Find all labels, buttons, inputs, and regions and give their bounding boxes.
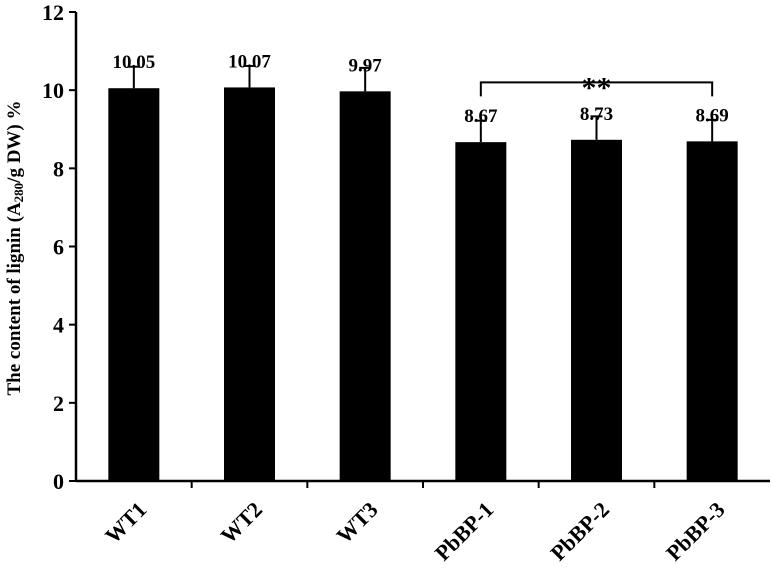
bar-pbbp-3	[686, 141, 738, 481]
x-tick-label: WT1	[100, 497, 151, 548]
significance-bracket	[479, 81, 714, 97]
bar-pbbp-1	[455, 142, 507, 481]
bar-wt1	[108, 88, 160, 482]
data-label: 8.67	[464, 106, 498, 127]
x-tick-label: WT2	[216, 497, 267, 548]
x-tick-label: WT3	[331, 497, 382, 548]
y-axis-label-prefix: The content of lignin (A	[4, 202, 25, 395]
y-axis-label-subscript: 280	[11, 183, 26, 203]
data-label: 10.05	[112, 52, 155, 73]
bar-wt2	[224, 87, 275, 481]
svg-text:The content of lignin (A280/g: The content of lignin (A280/g DW) %	[4, 100, 26, 395]
y-tick-label: 6	[53, 235, 64, 260]
x-tick-label: PbBP-3	[661, 497, 730, 566]
y-tick-label: 4	[53, 313, 64, 338]
y-tick-label: 2	[53, 391, 64, 416]
data-label: 8.73	[580, 104, 613, 125]
y-tick-label: 0	[53, 469, 64, 494]
y-tick-label: 8	[53, 156, 64, 181]
y-axis-label: The content of lignin (A280/g DW) %	[4, 100, 26, 395]
data-label: 9.97	[349, 55, 383, 76]
y-axis-label-suffix: /g DW) %	[4, 100, 25, 183]
x-tick-label: PbBP-1	[430, 497, 499, 566]
x-tick-label: PbBP-2	[545, 497, 614, 566]
bar-pbbp-2	[571, 139, 622, 482]
data-label: 10.07	[228, 51, 271, 72]
bar-wt3	[339, 91, 391, 481]
data-label: 8.69	[696, 105, 729, 126]
y-tick-label: 10	[42, 78, 64, 103]
significance-label: **	[582, 71, 612, 104]
y-tick-label: 12	[42, 0, 64, 25]
